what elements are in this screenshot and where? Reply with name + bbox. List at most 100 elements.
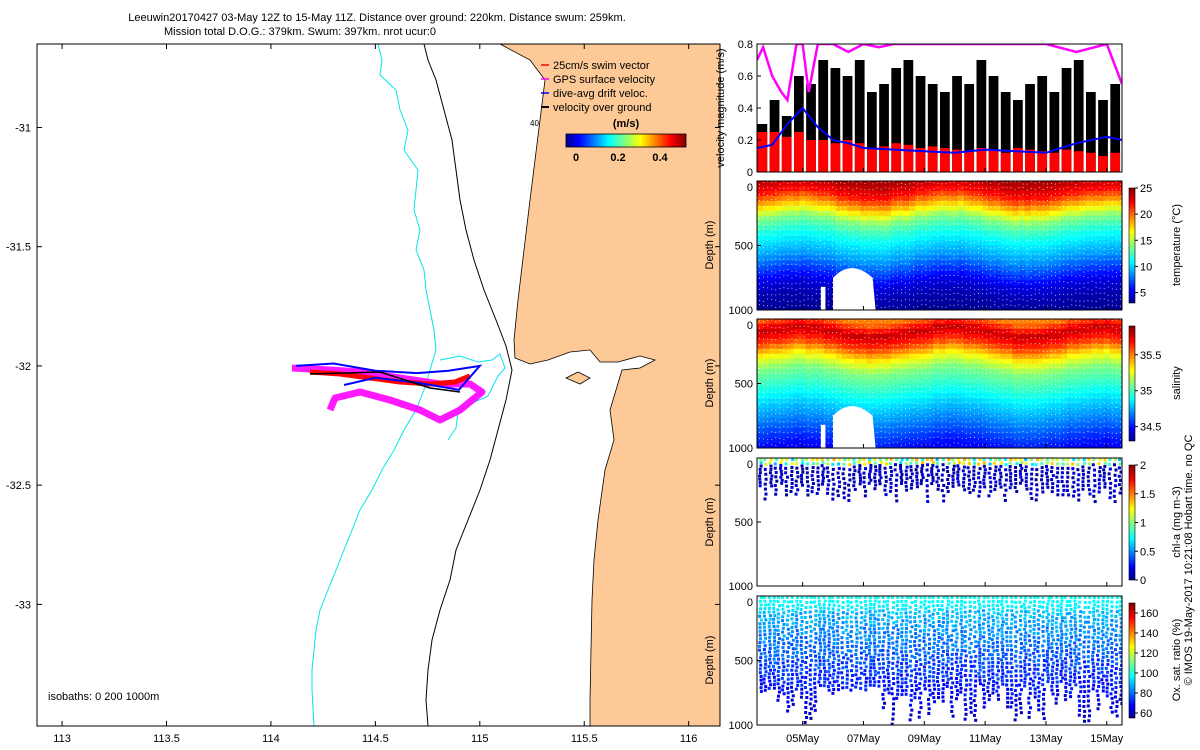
sample-dot bbox=[1091, 207, 1093, 209]
profile-cell bbox=[945, 438, 953, 444]
sample-dot bbox=[832, 252, 833, 254]
profile-cell bbox=[957, 290, 965, 296]
sample-dot bbox=[900, 236, 902, 238]
profile-cell bbox=[896, 305, 904, 310]
profile-cell bbox=[823, 270, 831, 276]
sample-dot bbox=[1010, 236, 1012, 238]
sample-dot bbox=[795, 181, 797, 183]
sample-dot bbox=[1115, 181, 1117, 183]
velocity-over-ground-bar bbox=[867, 92, 877, 172]
profile-cell bbox=[976, 343, 983, 350]
sample-dot bbox=[994, 259, 996, 261]
sample-dot bbox=[1075, 245, 1077, 247]
sample-dot bbox=[990, 282, 992, 284]
sample-dot bbox=[994, 234, 996, 236]
profile-cell bbox=[1036, 418, 1044, 424]
profile-cell bbox=[927, 323, 935, 330]
profile-cell bbox=[994, 285, 1001, 291]
profile-cell bbox=[1073, 235, 1081, 242]
profile-cell bbox=[927, 408, 935, 414]
profile-cell bbox=[957, 388, 965, 395]
profile-cell bbox=[1006, 413, 1014, 419]
profile-cell bbox=[787, 438, 795, 444]
profile-cell bbox=[878, 433, 886, 439]
sample-dot bbox=[1010, 263, 1012, 265]
profile-cell bbox=[842, 181, 849, 187]
profile-cell bbox=[1079, 185, 1087, 192]
sample-dot bbox=[1059, 287, 1061, 289]
profile-cell bbox=[1055, 230, 1062, 237]
profile-cell bbox=[903, 323, 910, 330]
sample-dot bbox=[1091, 193, 1093, 195]
profile-cell bbox=[878, 245, 886, 252]
profile-cell bbox=[1115, 205, 1122, 212]
profile-cell bbox=[854, 220, 862, 227]
profile-cell bbox=[1109, 265, 1117, 271]
sample-dot bbox=[807, 288, 809, 290]
profile-cell bbox=[823, 215, 831, 222]
profile-cell bbox=[884, 363, 892, 370]
isobath-200m bbox=[423, 44, 513, 726]
profile-cell bbox=[787, 265, 795, 271]
map-panel bbox=[291, 44, 720, 726]
profile-cell bbox=[1049, 190, 1056, 197]
sample-dot bbox=[1079, 236, 1081, 238]
profile-cell bbox=[787, 245, 795, 252]
sample-dot bbox=[1099, 205, 1101, 207]
profile-cell bbox=[1024, 260, 1032, 266]
profile-cell bbox=[872, 353, 880, 360]
profile-cell bbox=[957, 378, 965, 385]
profile-cell bbox=[963, 260, 971, 266]
sample-dot bbox=[986, 269, 988, 271]
profile-cell bbox=[963, 255, 971, 261]
profile-cell bbox=[817, 388, 825, 395]
sample-dot bbox=[815, 293, 817, 295]
sample-dot bbox=[848, 257, 850, 259]
profile-cell bbox=[775, 438, 782, 444]
sample-dot bbox=[1038, 292, 1040, 294]
sample-dot bbox=[880, 307, 882, 309]
profile-cell bbox=[933, 403, 941, 409]
profile-cell bbox=[982, 358, 989, 365]
profile-cell bbox=[909, 240, 916, 247]
profile-cell bbox=[854, 195, 862, 202]
profile-cell bbox=[763, 428, 770, 434]
profile-cell bbox=[976, 403, 983, 409]
sample-dot bbox=[892, 305, 894, 307]
profile-cell bbox=[896, 200, 904, 207]
colorbar-tick-label: 15 bbox=[1140, 235, 1152, 247]
sample-dot bbox=[994, 193, 996, 195]
profile-cell bbox=[1061, 280, 1068, 286]
profile-cell bbox=[878, 230, 886, 237]
sample-dot bbox=[876, 257, 878, 259]
sample-dot bbox=[1091, 263, 1093, 265]
sample-dot bbox=[917, 213, 919, 215]
profile-cell bbox=[1000, 220, 1008, 227]
profile-cell bbox=[1079, 285, 1087, 291]
profile-cell bbox=[1061, 215, 1068, 222]
sample-dot bbox=[998, 269, 1000, 271]
sample-dot bbox=[1063, 188, 1065, 190]
profile-cell bbox=[945, 220, 953, 227]
sample-dot bbox=[990, 206, 992, 208]
profile-cell bbox=[1097, 240, 1105, 247]
sample-dot bbox=[1030, 239, 1032, 241]
sample-dot bbox=[1026, 271, 1028, 273]
profile-cell bbox=[1061, 200, 1068, 207]
drift-velocity-line bbox=[757, 106, 1122, 154]
profile-cell bbox=[951, 418, 959, 424]
profile-cell bbox=[1018, 348, 1026, 355]
sample-dot bbox=[1030, 199, 1032, 201]
profile-cell bbox=[836, 398, 843, 404]
profile-cell bbox=[878, 428, 886, 434]
sample-dot bbox=[759, 277, 760, 279]
profile-cell bbox=[982, 319, 989, 325]
profile-cell bbox=[921, 205, 928, 212]
sample-dot bbox=[929, 270, 931, 272]
sample-dot bbox=[1071, 189, 1073, 191]
sample-dot bbox=[949, 194, 951, 196]
sample-dot bbox=[892, 259, 894, 261]
profile-cell bbox=[793, 418, 801, 424]
profile-cell bbox=[842, 333, 849, 340]
sample-dot bbox=[1002, 289, 1004, 291]
